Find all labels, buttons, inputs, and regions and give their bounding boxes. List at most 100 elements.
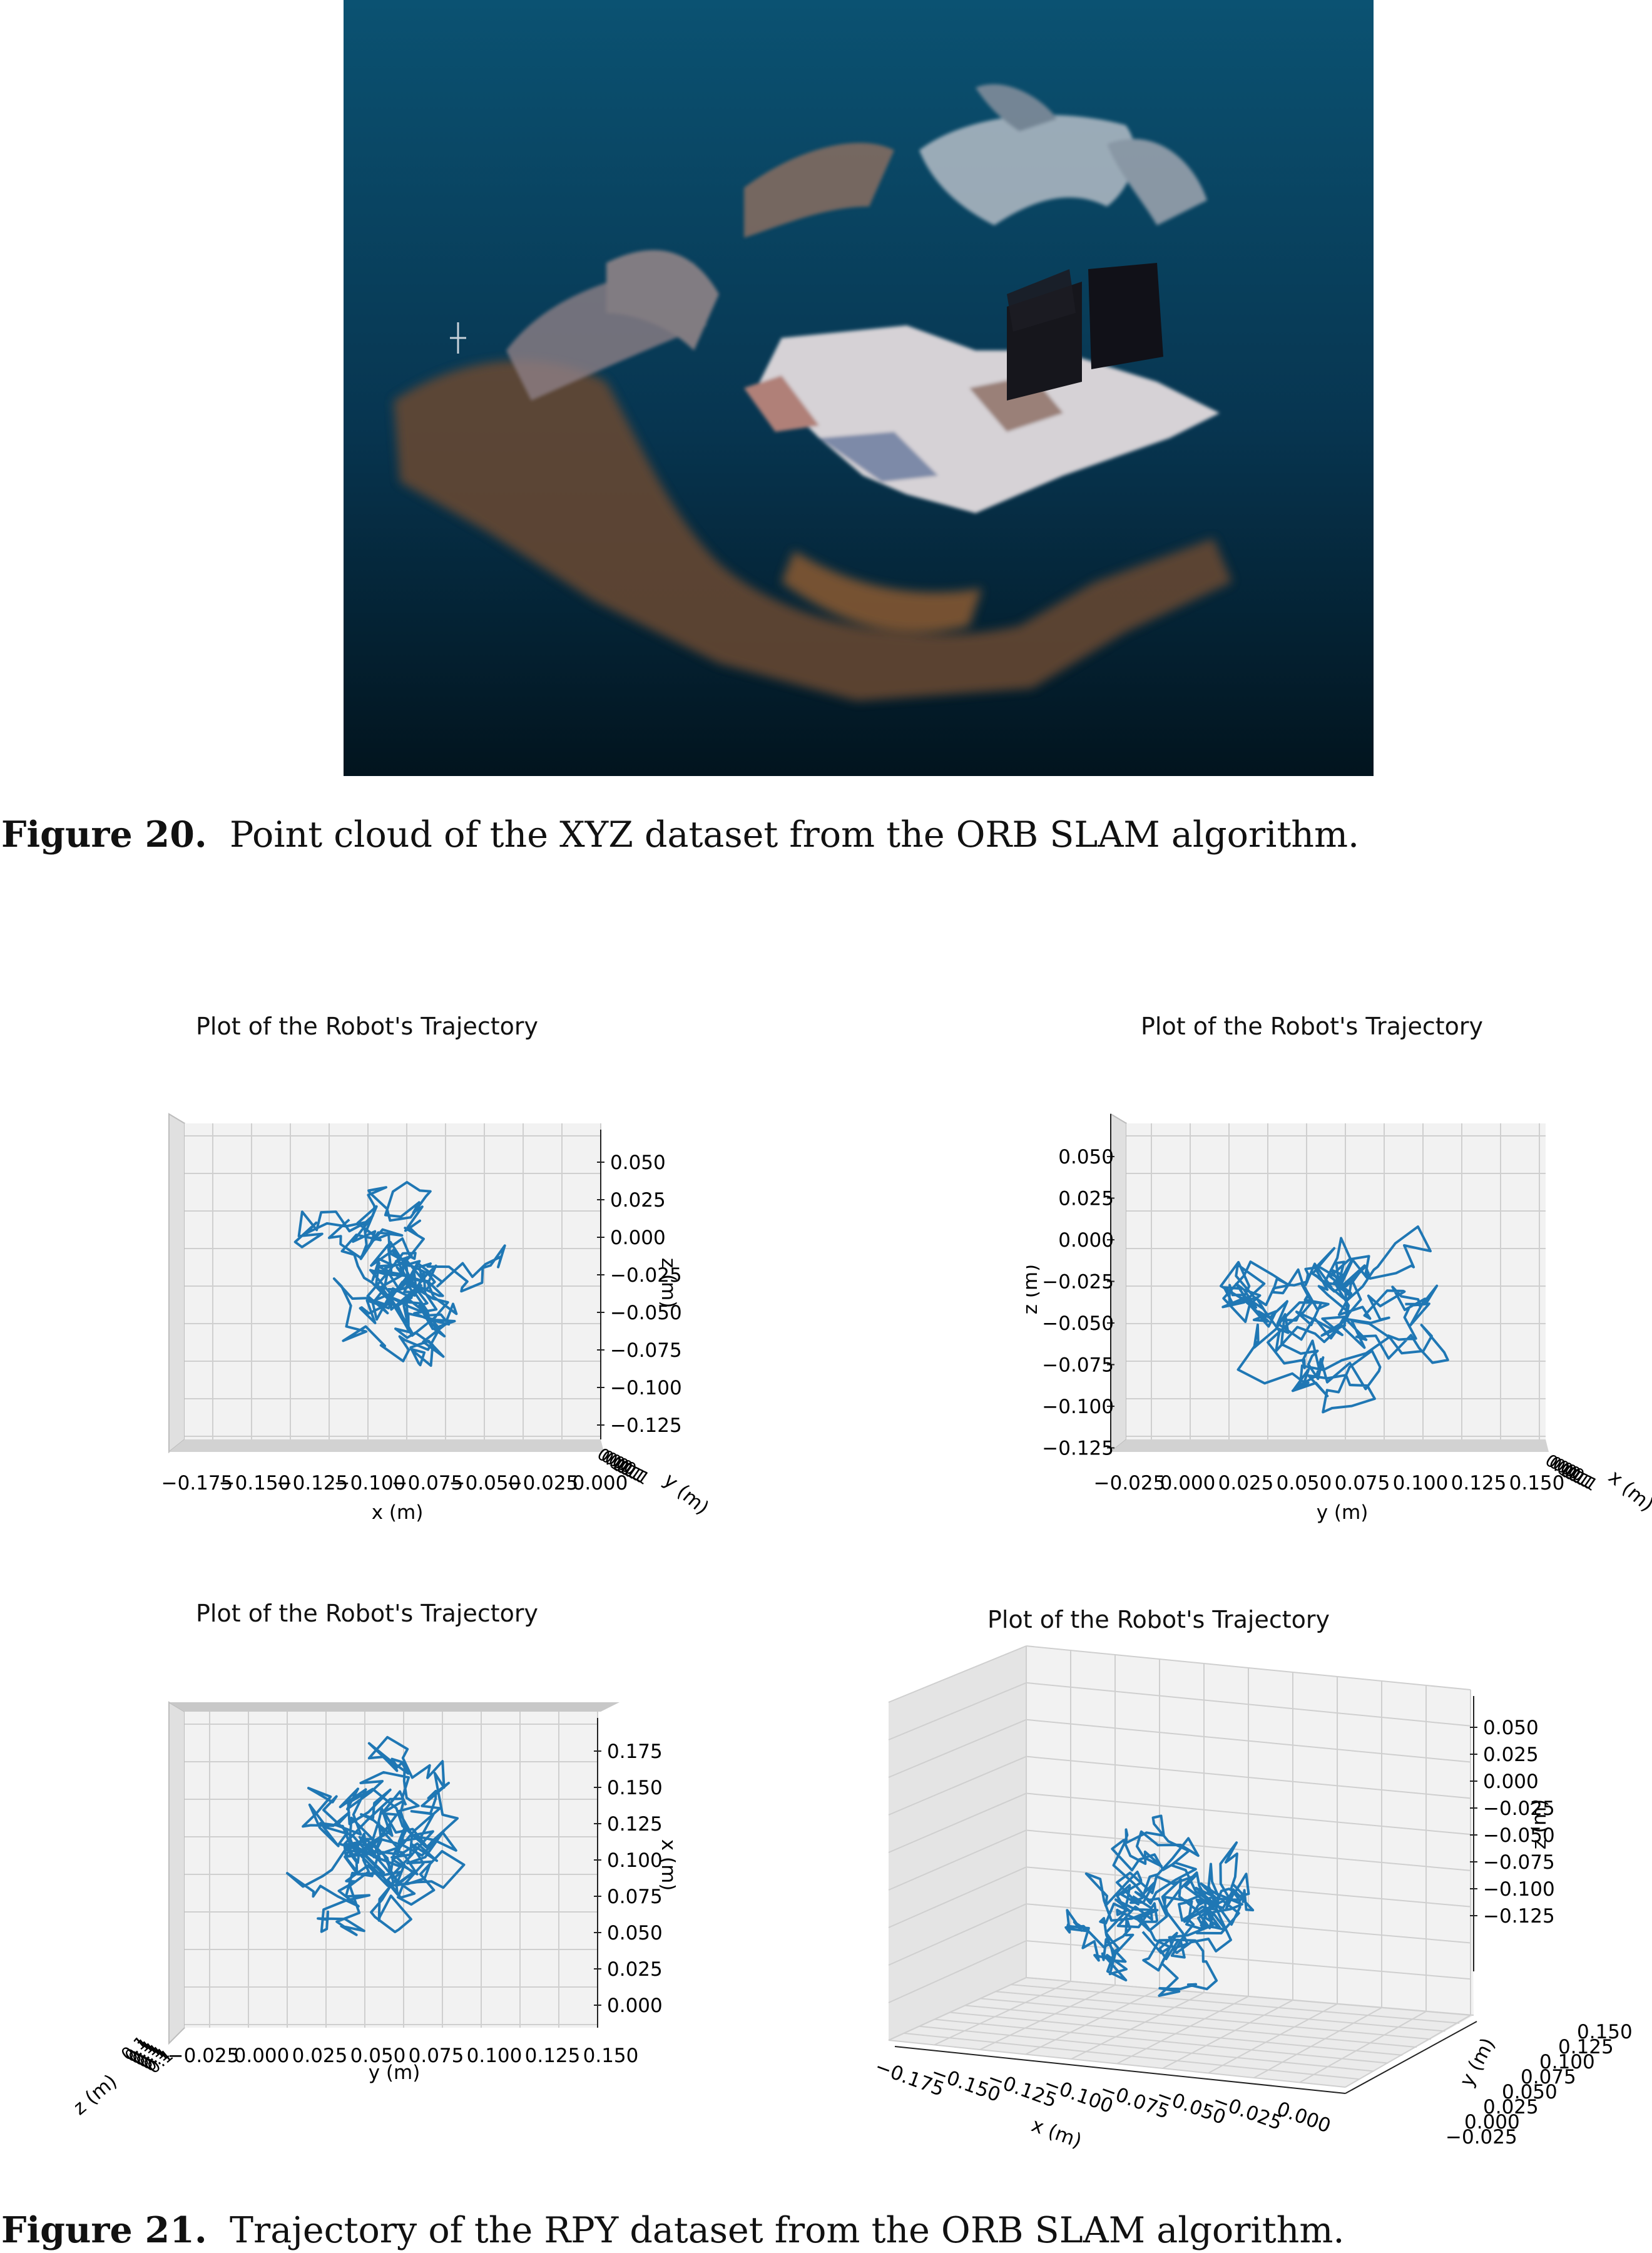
- grid-line: [979, 1985, 1116, 2050]
- y-tick-label: 0.075: [1521, 2066, 1576, 2088]
- z-tick-label: 0.000: [607, 1995, 663, 2017]
- grid-line: [888, 1866, 1027, 1928]
- x-tick-label: 0.050: [1277, 1472, 1332, 1494]
- x-tick-label: −0.025: [1094, 1472, 1166, 1494]
- z-tick-label: 0.050: [1483, 1717, 1539, 1739]
- trajectory-plot-3d: 0.0500.0250.000−0.025−0.050−0.075−0.100−…: [872, 1645, 1633, 2153]
- z-tick-label: 0.175: [607, 1740, 663, 1763]
- z-tick-label: 0.075: [607, 1886, 663, 1908]
- grid-line: [1011, 1984, 1460, 2024]
- x-tick-label: 0.150: [583, 2045, 639, 2067]
- z-tick-label: 0.025: [1483, 1744, 1539, 1766]
- grid-line: [1025, 1988, 1160, 2055]
- plot-title-bottom-right: Plot of the Robot's Trajectory: [987, 1606, 1330, 1633]
- x-tick-label: −0.175: [161, 1472, 233, 1494]
- x-tick-label: 0.075: [409, 2045, 464, 2067]
- x-tick-label: 0.025: [292, 2045, 348, 2067]
- z-axis-label: z (m): [1528, 1799, 1551, 1850]
- grid-line: [1253, 2007, 1382, 2078]
- z-axis-label: z (m): [1026, 1264, 1042, 1315]
- z-tick-label: −0.075: [610, 1339, 682, 1362]
- grid-line: [904, 2032, 1360, 2080]
- x-axis-label: y (m): [1317, 1501, 1369, 1524]
- x-tick-label: 0.100: [1393, 1472, 1449, 1494]
- x-tick-label: 0.000: [573, 1472, 628, 1494]
- y-axis-label: y (m): [1456, 2034, 1500, 2090]
- z-tick-label: −0.125: [1483, 1905, 1555, 1928]
- x-tick-label: 0.100: [467, 2045, 523, 2067]
- grid-line: [1026, 1682, 1471, 1727]
- z-tick-label: −0.025: [610, 1264, 682, 1287]
- x-tick-label: 0.000: [234, 2045, 290, 2067]
- figure-20-text: Point cloud of the XYZ dataset from the …: [229, 814, 1360, 856]
- grid-line: [996, 1991, 1446, 2032]
- grid-line: [888, 1903, 1027, 1966]
- grid-line: [934, 2018, 1389, 2064]
- grid-line: [888, 1645, 1027, 1703]
- grid-line: [1026, 1645, 1471, 1690]
- figure-21-label: Figure 21.: [1, 2209, 207, 2251]
- x-tick-label: 0.025: [1218, 1472, 1274, 1494]
- x-tick-label: 0.075: [1335, 1472, 1390, 1494]
- z-tick-label: 0.000: [1058, 1229, 1114, 1252]
- figure-21-text: Trajectory of the RPY dataset from the O…: [229, 2210, 1345, 2251]
- x-tick-label: −0.025: [507, 1472, 579, 1494]
- x-tick-label: 0.125: [525, 2045, 581, 2067]
- plot-title-top-left: Plot of the Robot's Trajectory: [196, 1013, 539, 1040]
- grid-line: [1208, 2003, 1338, 2074]
- z-axis-label: z (m): [657, 1258, 680, 1309]
- figure-20-label: Figure 20.: [1, 814, 207, 856]
- grid-line: [888, 1977, 1027, 2041]
- z-tick-label: −0.050: [610, 1302, 682, 1324]
- y-axis-label: y (m): [369, 2061, 421, 2084]
- grid-line: [1026, 1792, 1471, 1836]
- grid-line: [888, 1829, 1027, 1891]
- y-tick-label: 0.050: [1502, 2081, 1558, 2103]
- x-tick-label: 0.000: [1274, 2098, 1334, 2138]
- x-axis-label: x (m): [1028, 2114, 1084, 2153]
- z-tick-cluster: 0.10.10.10.10.10.10.10.1: [118, 2033, 177, 2078]
- z-tick-label: −0.125: [1042, 1438, 1114, 1460]
- trajectory-plot-xz: −0.175−0.150−0.125−0.100−0.075−0.050−0.0…: [161, 1113, 713, 1524]
- x-axis-label: x (m): [372, 1501, 424, 1524]
- trajectory-line: [1220, 1225, 1449, 1414]
- grid-line: [888, 1719, 1027, 1778]
- x-tick-label: −0.100: [334, 1472, 406, 1494]
- plot-title-bottom-left: Plot of the Robot's Trajectory: [196, 1600, 539, 1627]
- hidden-axis-label: x (m): [1604, 1466, 1652, 1516]
- grid-line: [1345, 2015, 1471, 2088]
- y-tick-label: 0.100: [1539, 2051, 1595, 2073]
- y-tick-label: 0.150: [1577, 2021, 1633, 2043]
- grid-line: [965, 2005, 1417, 2048]
- grid-line: [888, 1682, 1027, 1740]
- z-tick-label: 0.025: [607, 1958, 663, 1981]
- grid-line: [980, 1998, 1431, 2040]
- z-tick-label: 0.025: [1058, 1188, 1114, 1210]
- z-tick-label: −0.050: [1483, 1824, 1555, 1847]
- z-tick-label: 0.050: [607, 1922, 663, 1944]
- z-tick-label: −0.100: [1483, 1878, 1555, 1901]
- grid-line: [919, 2025, 1374, 2072]
- grid-line: [934, 1981, 1071, 2046]
- z-tick-label: 0.025: [610, 1189, 666, 1212]
- grid-line: [888, 1755, 1027, 1816]
- grid-line: [888, 2040, 1346, 2088]
- trajectory-line: [293, 1181, 506, 1367]
- x-tick-label: 0.000: [1160, 1472, 1216, 1494]
- z-tick-label: 0.000: [1483, 1770, 1539, 1793]
- z-tick-label: 0.150: [607, 1777, 663, 1799]
- y-tick-label: 0.025: [1483, 2096, 1539, 2118]
- x-tick-label: −0.050: [449, 1472, 521, 1494]
- y-tick-label: −0.025: [1446, 2126, 1517, 2148]
- grid-line: [888, 1940, 1027, 2003]
- grid-line: [1026, 1755, 1471, 1799]
- x-tick-label: 0.150: [1509, 1472, 1565, 1494]
- x-axis-label: x (m): [657, 1839, 676, 1891]
- grid-line: [888, 1792, 1027, 1853]
- z-tick-label: 0.100: [607, 1849, 663, 1872]
- grid-line: [1299, 2011, 1427, 2083]
- grid-line: [1116, 1996, 1249, 2065]
- z-tick-label: −0.050: [1042, 1312, 1114, 1335]
- z-tick-label: 0.000: [610, 1227, 666, 1249]
- figure-21-caption: Figure 21. Trajectory of the RPY dataset…: [1, 2209, 1345, 2251]
